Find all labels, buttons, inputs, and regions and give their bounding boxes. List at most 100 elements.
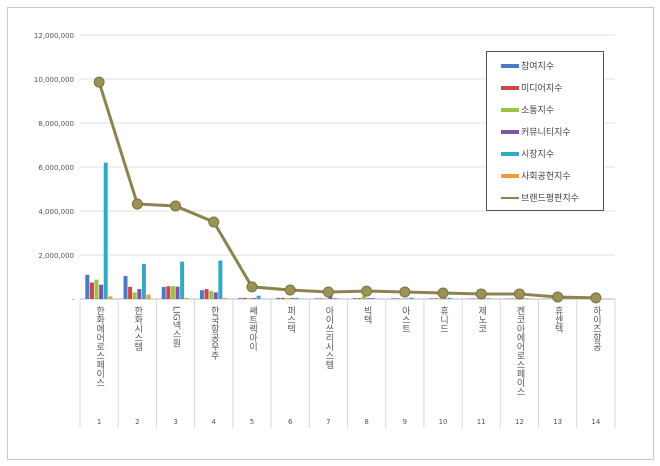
- rank-label: 9: [403, 418, 407, 426]
- legend-item: 브랜드평판지수: [501, 191, 579, 204]
- category-label: 하이즈항공: [591, 306, 601, 351]
- bar-커뮤니티지수: [137, 289, 142, 299]
- rank-label: 1: [97, 418, 101, 426]
- bar-커뮤니티지수: [251, 298, 256, 299]
- rank-label: 6: [288, 418, 293, 426]
- category-label: 한화에어로스페이스: [94, 306, 104, 387]
- bar-시장지수: [332, 298, 337, 299]
- category-label: 제노코: [476, 306, 486, 333]
- bar-커뮤니티지수: [366, 298, 371, 299]
- bar-참여지수: [85, 274, 90, 299]
- line-point: [399, 286, 411, 298]
- bar-소통지수: [247, 298, 252, 299]
- bar-사회공헌지수: [222, 297, 227, 299]
- y-tick-label: 10,000,000: [34, 76, 74, 84]
- bar-커뮤니티지수: [290, 298, 295, 299]
- bar-참여지수: [276, 297, 281, 299]
- legend-item: 시장지수: [501, 147, 554, 160]
- bar-시장지수: [256, 295, 261, 299]
- line-point: [93, 76, 105, 88]
- rank-label: 14: [591, 418, 600, 426]
- category-label: 빅텍: [362, 306, 372, 325]
- legend-swatch-icon: [501, 129, 519, 134]
- legend-item: 미디어지수: [501, 81, 562, 94]
- category-label: 켄코아에어로스페이스: [514, 306, 524, 396]
- rank-label: 13: [553, 418, 562, 426]
- rank-label: 7: [326, 418, 330, 426]
- bar-시장지수: [524, 298, 529, 299]
- rank-label: 3: [173, 418, 177, 426]
- bar-미디어지수: [280, 297, 285, 299]
- bar-소통지수: [438, 298, 443, 299]
- line-point: [322, 286, 334, 298]
- bar-시장지수: [485, 298, 490, 299]
- rank-label: 2: [135, 418, 139, 426]
- bar-사회공헌지수: [108, 296, 113, 299]
- bar-참여지수: [161, 286, 166, 299]
- bar-소통지수: [94, 279, 99, 299]
- bar-참여지수: [123, 275, 128, 299]
- bar-소통지수: [209, 290, 214, 299]
- bar-시장지수: [294, 297, 299, 299]
- bar-시장지수: [103, 162, 108, 299]
- bar-커뮤니티지수: [213, 292, 218, 299]
- category-label: 한화시스템: [132, 306, 142, 351]
- line-point: [513, 288, 525, 300]
- line-point: [552, 291, 564, 303]
- line-point: [131, 198, 143, 210]
- rank-label: 11: [477, 418, 486, 426]
- bar-사회공헌지수: [146, 294, 151, 299]
- line-point: [361, 285, 373, 297]
- y-tick-label: 2,000,000: [38, 252, 74, 260]
- y-tick-label: 6,000,000: [38, 164, 74, 172]
- bar-시장지수: [409, 297, 414, 299]
- legend-label: 참여지수: [521, 62, 555, 72]
- bar-소통지수: [170, 286, 175, 299]
- legend-label: 시장지수: [521, 150, 555, 160]
- bar-미디어지수: [128, 286, 133, 299]
- legend-swatch-icon: [501, 151, 519, 156]
- y-tick-label: 12,000,000: [34, 32, 74, 40]
- bar-커뮤니티지수: [99, 284, 104, 299]
- rank-label: 4: [212, 418, 217, 426]
- category-label: 휴니드: [438, 306, 448, 333]
- bar-미디어지수: [319, 298, 324, 299]
- bar-소통지수: [362, 295, 367, 299]
- category-label: 휴센텍: [553, 306, 563, 334]
- y-tick-label: 8,000,000: [38, 120, 74, 128]
- y-tick-label: 4,000,000: [38, 208, 74, 216]
- bar-참여지수: [352, 298, 357, 299]
- bar-미디어지수: [204, 289, 209, 299]
- y-tick-label: -: [71, 296, 74, 304]
- legend-swatch-icon: [501, 173, 519, 178]
- line-point: [475, 288, 487, 300]
- legend-item: 사회공헌지수: [501, 169, 571, 182]
- bar-소통지수: [285, 298, 290, 299]
- line-point: [590, 292, 602, 304]
- bar-소통지수: [400, 298, 405, 299]
- bar-사회공헌지수: [184, 297, 189, 299]
- bar-시장지수: [141, 263, 146, 299]
- legend-item: 참여지수: [501, 59, 554, 72]
- bar-커뮤니티지수: [175, 286, 180, 299]
- legend-label: 사회공헌지수: [521, 172, 571, 182]
- bar-참여지수: [314, 298, 319, 299]
- rank-label: 5: [250, 418, 254, 426]
- legend-label: 미디어지수: [521, 84, 563, 94]
- rank-label: 10: [439, 418, 448, 426]
- legend-label: 브랜드평판지수: [521, 194, 579, 204]
- category-label: LIG넥스원: [171, 306, 181, 348]
- rank-label: 12: [515, 418, 524, 426]
- category-label: 아스트: [400, 306, 410, 333]
- chart-frame: [7, 7, 654, 460]
- category-label: 퍼스텍: [285, 306, 295, 334]
- legend-label: 소통지수: [521, 106, 555, 116]
- bar-참여지수: [238, 298, 243, 299]
- legend-swatch-icon: [501, 63, 519, 68]
- bar-시장지수: [371, 297, 376, 299]
- category-label: 쎄트렉아이: [247, 306, 257, 352]
- legend-item: 소통지수: [501, 103, 554, 116]
- line-point: [246, 281, 258, 293]
- bar-미디어지수: [89, 282, 94, 299]
